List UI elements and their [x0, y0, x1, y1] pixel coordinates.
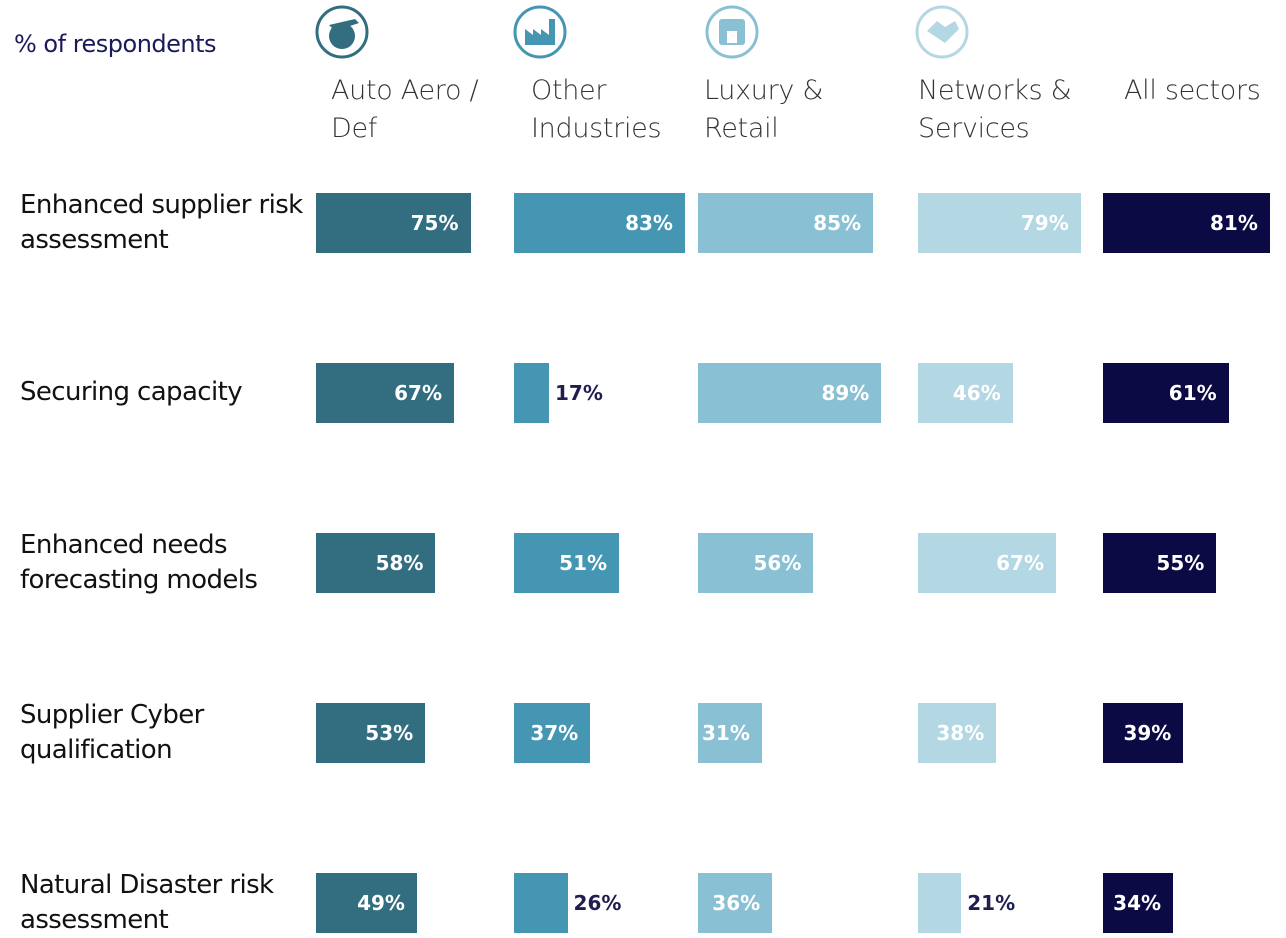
value-label: 85% [813, 211, 862, 235]
value-label: 26% [573, 891, 622, 915]
column-header: Networks & Services [918, 75, 1072, 144]
value-label: 75% [410, 211, 459, 235]
category-label: Enhanced supplier risk assessment [20, 190, 303, 255]
value-label: 55% [1156, 551, 1205, 575]
icon [315, 5, 369, 59]
column-header: Other Industries [531, 75, 662, 144]
category-label: Supplier Cyber qualification [20, 700, 204, 765]
value-label: 58% [375, 551, 424, 575]
bar [918, 193, 1081, 253]
bar [918, 703, 997, 763]
bar [698, 873, 773, 933]
bar [1103, 193, 1270, 253]
bar [918, 873, 962, 933]
value-label: 61% [1168, 381, 1217, 405]
category-label: Natural Disaster risk assessment [20, 870, 274, 935]
value-label: 31% [701, 721, 750, 745]
bar [918, 533, 1057, 593]
value-label: 51% [559, 551, 608, 575]
category-label: Securing capacity [20, 377, 243, 407]
value-label: 79% [1020, 211, 1069, 235]
column-header: Luxury & Retail [704, 75, 824, 144]
value-label: 37% [530, 721, 579, 745]
value-label: 89% [821, 381, 870, 405]
column-header: Auto Aero / Def [331, 75, 479, 144]
bar [918, 363, 1013, 423]
icon [915, 5, 969, 59]
value-label: 46% [952, 381, 1001, 405]
value-label: 21% [967, 891, 1016, 915]
bar [514, 873, 568, 933]
bar [514, 533, 620, 593]
bar [1103, 703, 1184, 763]
bar [514, 193, 685, 253]
bar [316, 873, 417, 933]
icon [705, 5, 759, 59]
value-label: 67% [996, 551, 1045, 575]
bar [316, 193, 471, 253]
value-label: 39% [1123, 721, 1172, 745]
value-label: 56% [753, 551, 802, 575]
column-header: All sectors [1124, 75, 1261, 106]
bar [1103, 533, 1217, 593]
value-label: 38% [936, 721, 985, 745]
bar [1103, 873, 1174, 933]
bar [698, 703, 762, 763]
value-label: 17% [555, 381, 603, 405]
value-label: 53% [365, 721, 414, 745]
bar [316, 703, 426, 763]
bar [316, 363, 455, 423]
bar [514, 363, 550, 423]
subtitle: % of respondents [14, 30, 217, 58]
value-label: 81% [1209, 211, 1258, 235]
value-label: 36% [712, 891, 761, 915]
bar [698, 193, 874, 253]
icon [513, 5, 567, 59]
value-label: 83% [625, 211, 673, 235]
category-label: Enhanced needs forecasting models [20, 530, 258, 595]
bar [514, 703, 591, 763]
value-label: 49% [357, 891, 405, 915]
value-label: 67% [394, 381, 443, 405]
bar [698, 363, 882, 423]
value-label: 34% [1113, 891, 1162, 915]
bar [1103, 363, 1229, 423]
bar [698, 533, 814, 593]
bar [316, 533, 436, 593]
